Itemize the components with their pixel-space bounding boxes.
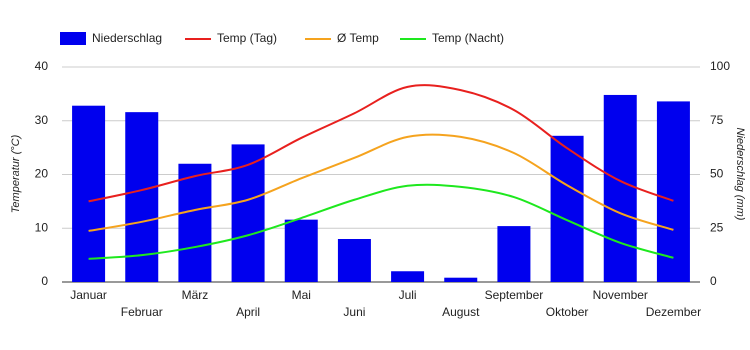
y-axis-title: Temperatur (°C) [10, 134, 22, 213]
y-tick-label: 30 [35, 113, 49, 127]
y2-tick-label: 100 [710, 59, 730, 73]
bar [178, 163, 212, 282]
bar [391, 271, 425, 282]
y-tick-label: 20 [35, 167, 49, 181]
x-tick-label: August [442, 305, 480, 319]
line [88, 183, 674, 260]
x-tick-label: April [236, 305, 260, 319]
bar [603, 94, 637, 282]
y2-tick-label: 0 [710, 274, 717, 288]
line [88, 133, 674, 232]
y-tick-label: 40 [35, 59, 49, 73]
bar [497, 226, 531, 282]
y-tick-label: 0 [41, 274, 48, 288]
bar [444, 277, 478, 282]
bar [550, 135, 584, 282]
y2-axis-title: Niederschlag (mm) [734, 128, 746, 221]
legend-label: Niederschlag [92, 31, 162, 45]
x-tick-label: Mai [292, 288, 311, 302]
y2-tick-label: 50 [710, 167, 724, 181]
bar [72, 105, 106, 282]
y2-tick-label: 75 [710, 113, 724, 127]
y-tick-label: 10 [35, 220, 49, 234]
x-tick-label: Juni [343, 305, 365, 319]
x-tick-label: Oktober [546, 305, 589, 319]
x-tick-label: Februar [121, 305, 163, 319]
legend-label: Temp (Nacht) [432, 31, 504, 45]
x-tick-label: September [485, 288, 544, 302]
bar [656, 101, 690, 283]
bar [337, 239, 371, 282]
x-tick-label: November [593, 288, 648, 302]
y2-tick-label: 25 [710, 220, 724, 234]
bar [284, 219, 318, 282]
legend-label: Ø Temp [337, 31, 379, 45]
x-tick-label: März [182, 288, 209, 302]
x-tick-label: Januar [70, 288, 107, 302]
x-tick-label: Juli [399, 288, 417, 302]
line [88, 84, 674, 203]
legend-label: Temp (Tag) [217, 31, 277, 45]
legend-swatch [60, 32, 86, 45]
x-tick-label: Dezember [646, 305, 701, 319]
